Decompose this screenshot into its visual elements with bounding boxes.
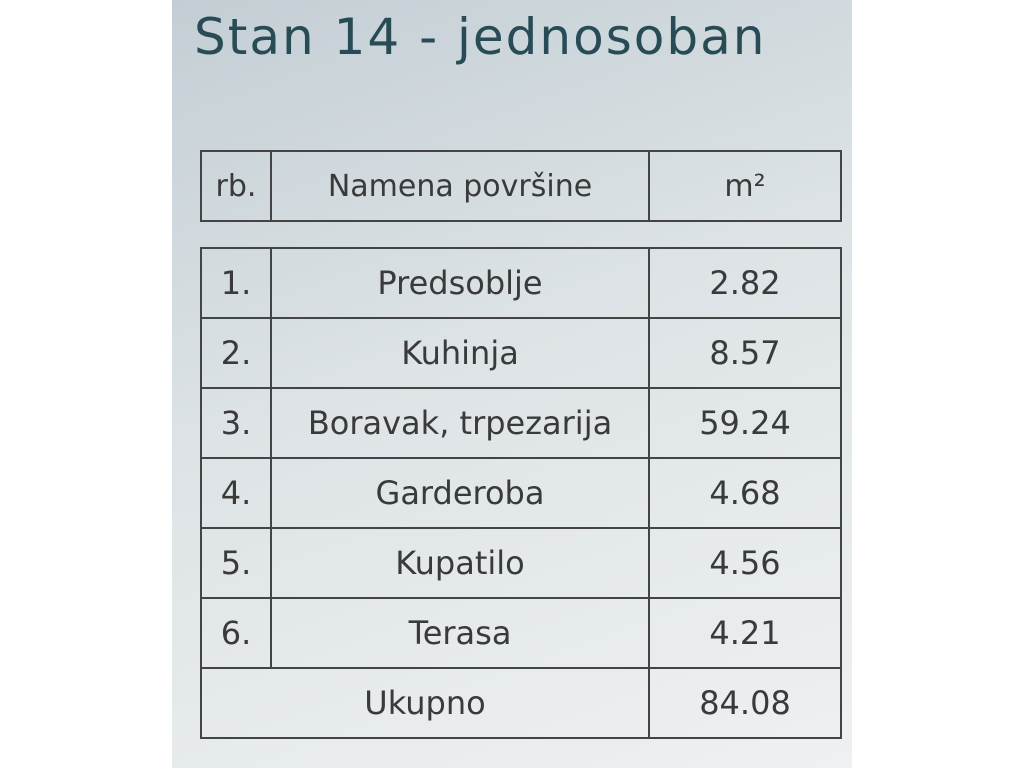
title: Stan 14 - jednosoban [194,8,767,66]
area: 4.21 [648,597,842,669]
row-number: 1. [200,247,272,319]
row-number: 3. [200,387,272,459]
body-table: 1. Predsoblje 2.82 2. Kuhinja 8.57 3. Boravak, … [200,247,842,739]
total-value: 84.08 [648,667,842,739]
room-name: Terasa [270,597,650,669]
table-row: 3. Boravak, trpezarija 59.24 [200,387,842,459]
room-name: Kuhinja [270,317,650,389]
room-name: Boravak, trpezarija [270,387,650,459]
header-table: rb. Namena površine m² [200,150,842,222]
table-row: 4. Garderoba 4.68 [200,457,842,529]
table-row: 2. Kuhinja 8.57 [200,317,842,389]
area: 4.68 [648,457,842,529]
area: 4.56 [648,527,842,599]
header-cell: Namena površine [270,150,650,222]
row-number: 2. [200,317,272,389]
area: 8.57 [648,317,842,389]
room-name: Predsoblje [270,247,650,319]
row-number: 4. [200,457,272,529]
table-row: 1. Predsoblje 2.82 [200,247,842,319]
total-label: Ukupno [200,667,650,739]
table-row: 5. Kupatilo 4.56 [200,527,842,599]
rows: 1. Predsoblje 2.82 2. Kuhinja 8.57 3. Boravak, … [200,247,842,669]
room-name: Kupatilo [270,527,650,599]
header-cell: rb. [200,150,272,222]
row-number: 5. [200,527,272,599]
table-row: 6. Terasa 4.21 [200,597,842,669]
header-row: rb. Namena površine m² [200,150,842,222]
room-name: Garderoba [270,457,650,529]
area: 59.24 [648,387,842,459]
area: 2.82 [648,247,842,319]
total-row: Ukupno 84.08 [200,667,842,739]
header-cell: m² [648,150,842,222]
row-number: 6. [200,597,272,669]
